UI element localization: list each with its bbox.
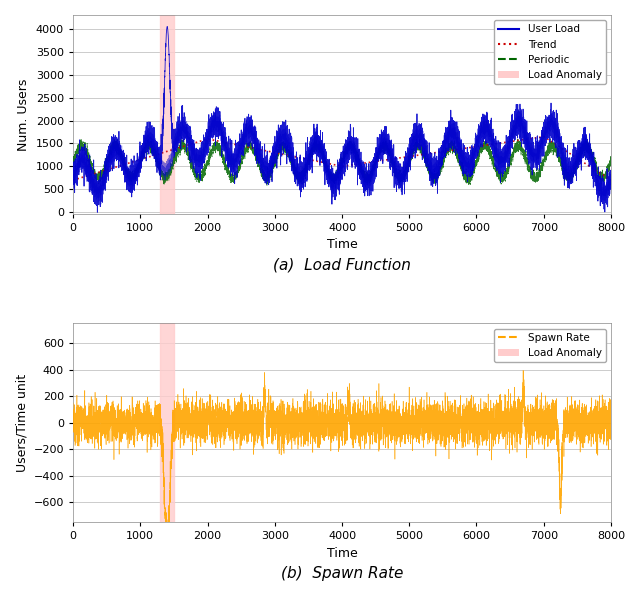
Periodic (607, 158, 615, 166)
Trend (401, 154, 409, 161)
Spawn Rate (515, 416, 522, 423)
Periodic (401, 170, 409, 177)
Spawn Rate (163, 563, 170, 570)
Trend (514, 137, 522, 144)
User Load (235, 157, 243, 164)
X-axis label: Time: Time (326, 547, 357, 560)
Periodic (533, 174, 541, 181)
Trend (69, 176, 77, 184)
Spawn Rate (533, 425, 541, 432)
Y-axis label: Num. Users: Num. Users (17, 78, 30, 151)
User Load (476, 129, 484, 136)
User Load (607, 167, 615, 174)
User Load (163, 23, 171, 30)
X-axis label: Time: Time (326, 238, 357, 251)
Bar (161, 15, 174, 213)
User Load (69, 185, 77, 192)
Periodic (234, 165, 242, 172)
User Load (515, 119, 522, 126)
Y-axis label: Users/Time unit: Users/Time unit (15, 374, 28, 472)
Spawn Rate (69, 399, 77, 407)
Spawn Rate (391, 428, 399, 435)
Spawn Rate (476, 419, 484, 426)
User Load (533, 148, 541, 155)
Periodic (69, 157, 77, 164)
Spawn Rate (607, 434, 615, 441)
Bar (161, 324, 174, 522)
Title: (b)  Spawn Rate: (b) Spawn Rate (281, 566, 403, 581)
Line: Spawn Rate: Spawn Rate (73, 370, 611, 566)
Spawn Rate (519, 367, 527, 374)
Trend (533, 134, 541, 141)
Periodic (476, 153, 484, 160)
Line: Trend: Trend (73, 136, 611, 180)
Line: Periodic: Periodic (73, 137, 611, 185)
Trend (476, 142, 483, 150)
Line: User Load: User Load (73, 26, 611, 212)
Trend (391, 155, 399, 162)
Trend (607, 176, 615, 184)
Title: (a)  Load Function: (a) Load Function (273, 257, 411, 272)
Spawn Rate (234, 418, 242, 425)
Legend: Spawn Rate, Load Anomaly: Spawn Rate, Load Anomaly (494, 328, 605, 362)
Periodic (178, 133, 186, 141)
Trend (234, 142, 242, 149)
User Load (401, 154, 409, 161)
User Load (392, 161, 399, 168)
User Load (93, 209, 101, 216)
Periodic (515, 143, 522, 150)
Trend (540, 133, 548, 140)
Periodic (598, 182, 605, 189)
Periodic (391, 167, 399, 175)
Spawn Rate (401, 425, 409, 432)
Legend: User Load, Trend, Periodic, Load Anomaly: User Load, Trend, Periodic, Load Anomaly (494, 20, 605, 84)
